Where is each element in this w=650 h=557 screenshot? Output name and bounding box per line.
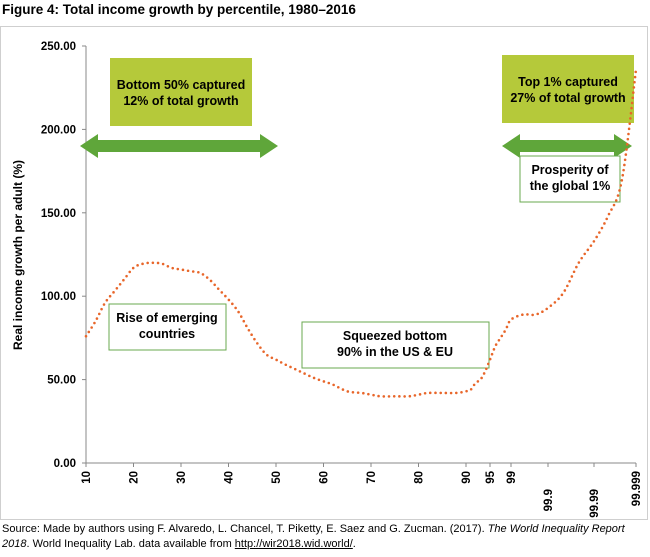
top1-callout-line2: 27% of total growth: [510, 91, 625, 105]
prosperity-line2: the global 1%: [530, 179, 611, 193]
source-suffix: .: [352, 538, 356, 550]
source-middle: . World Inequality Lab. data available f…: [26, 538, 235, 550]
x-tick-label: 40: [224, 471, 236, 484]
chart-canvas: Real income growth per adult (%) 0.00 50.…: [11, 41, 643, 518]
income-growth-line: [84, 68, 638, 398]
squeezed-line2: 90% in the US & EU: [337, 345, 453, 359]
squeezed-line1: Squeezed bottom: [343, 329, 447, 343]
figure-title: Figure 4: Total income growth by percent…: [2, 2, 356, 17]
squeezed-box: [301, 321, 490, 369]
emerging-line1: Rise of emerging: [116, 311, 217, 325]
x-tick-label: 99.999: [631, 471, 643, 506]
source-prefix: Source: Made by authors using F. Alvared…: [2, 523, 488, 535]
y-tick-label: 200.00: [41, 124, 76, 136]
source-note: Source: Made by authors using F. Alvared…: [2, 522, 642, 552]
source-link[interactable]: http://wir2018.wid.world/: [234, 538, 353, 550]
y-tick-label: 0.00: [54, 458, 76, 470]
x-tick-label: 80: [414, 471, 426, 484]
x-tick-label: 99: [506, 471, 518, 484]
y-tick-label: 50.00: [47, 375, 76, 387]
bottom50-callout-box: [110, 58, 252, 126]
chart-frame: [0, 26, 648, 520]
x-tick-label: 90: [461, 471, 473, 484]
x-tick-label: 95: [485, 470, 497, 483]
prosperity-box: [519, 155, 621, 203]
x-tick-label: 60: [319, 471, 331, 484]
bottom50-callout-line1: Bottom 50% captured: [117, 78, 246, 92]
emerging-box: [108, 303, 227, 351]
y-tick-label: 250.00: [41, 41, 76, 53]
top1-range-arrow: [502, 134, 632, 158]
x-tick-label: 99.9: [543, 489, 555, 511]
emerging-line2: countries: [139, 327, 195, 341]
source-report-title: The World Inequality Report 2018: [2, 523, 625, 550]
x-tick-label: 30: [176, 471, 188, 484]
bottom50-range-arrow: [80, 134, 278, 158]
y-tick-label: 100.00: [41, 291, 76, 303]
top1-callout-box: [502, 55, 634, 123]
x-tick-label: 10: [81, 471, 93, 484]
x-tick-label: 99.99: [589, 489, 601, 518]
y-axis-title: Real income growth per adult (%): [11, 160, 25, 350]
x-tick-label: 70: [366, 471, 378, 484]
bottom50-callout-line2: 12% of total growth: [123, 94, 238, 108]
prosperity-line1: Prosperity of: [531, 163, 609, 177]
y-tick-label: 150.00: [41, 208, 76, 220]
x-tick-label: 20: [129, 471, 141, 484]
x-tick-label: 50: [271, 471, 283, 484]
top1-callout-line1: Top 1% captured: [518, 75, 618, 89]
